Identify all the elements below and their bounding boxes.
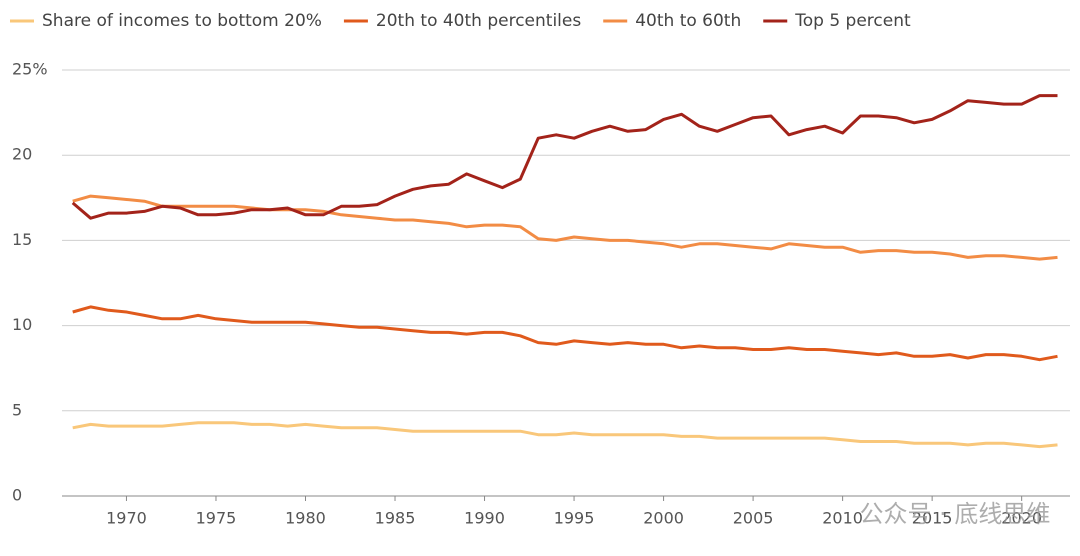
- y-tick-label: 5: [12, 400, 22, 419]
- x-tick-label: 2000: [643, 509, 684, 528]
- series-line: [72, 421, 1058, 449]
- x-tick-label: 1990: [464, 509, 505, 528]
- x-tick-label: 1970: [106, 509, 147, 528]
- y-tick-label: 0: [12, 486, 22, 505]
- x-tick-label: 1980: [285, 509, 326, 528]
- watermark: 公众号 · 底线思维: [860, 500, 1051, 528]
- x-tick-label: 1995: [554, 509, 595, 528]
- series-line: [72, 305, 1058, 362]
- x-tick-label: 1985: [375, 509, 416, 528]
- legend-label: 20th to 40th percentiles: [376, 11, 581, 31]
- legend-label: Share of incomes to bottom 20%: [42, 11, 322, 31]
- series-line: [72, 194, 1058, 261]
- series-line: [71, 94, 1058, 220]
- y-tick-label: 25%: [12, 60, 48, 79]
- y-tick-label: 20: [12, 145, 32, 164]
- y-tick-label: 10: [12, 315, 32, 334]
- legend-label: 40th to 60th: [635, 11, 741, 31]
- x-tick-label: 1975: [196, 509, 237, 528]
- plot: 0 5 10 15 20 25% 1970 1975 1980 1985 1990 1995 2000 2…: [10, 11, 1070, 528]
- x-tick-label: 2015: [912, 509, 953, 528]
- legend-label: Top 5 percent: [794, 11, 911, 31]
- x-tick-label: 2010: [822, 509, 863, 528]
- x-tick-label: 2020: [1001, 509, 1042, 528]
- x-tick-label: 2005: [733, 509, 774, 528]
- y-tick-label: 15: [12, 230, 32, 249]
